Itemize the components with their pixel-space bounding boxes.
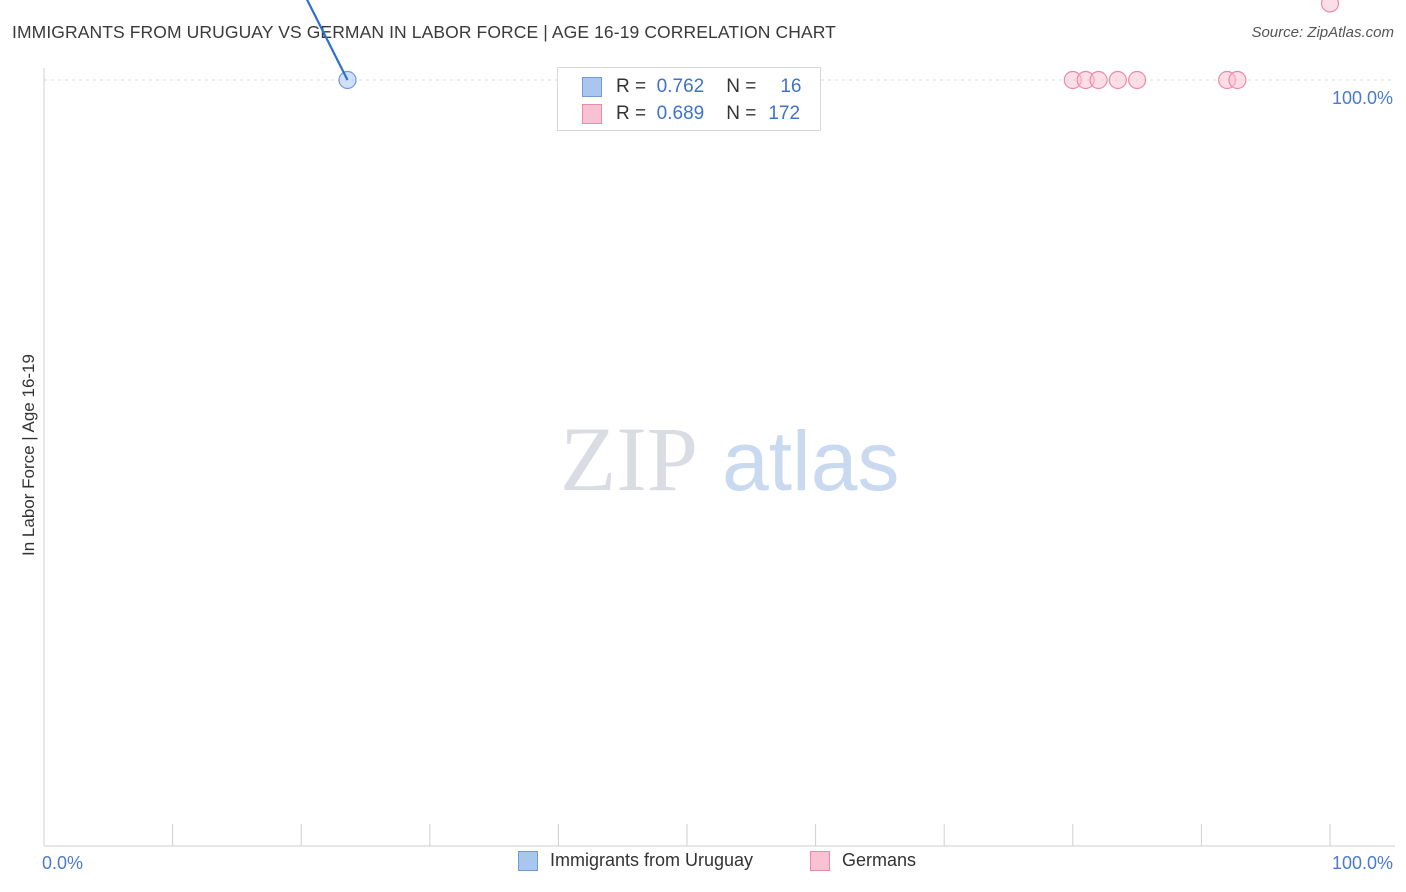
r-label: R =: [616, 103, 647, 124]
stats-legend: R = 0.762 N = 16 R = 0.689 N = 172: [557, 67, 821, 131]
germans-point: [1320, 0, 1340, 13]
chart-title: IMMIGRANTS FROM URUGUAY VS GERMAN IN LAB…: [12, 22, 836, 42]
watermark-zip: ZIP: [560, 408, 698, 510]
germans-point: [1228, 70, 1247, 90]
x-tick-labels: 0.0% 100.0%: [42, 853, 1393, 873]
r-label: R =: [616, 76, 647, 97]
n-value-uruguay: 16: [780, 76, 802, 97]
uruguay-points: [338, 70, 357, 90]
n-value-germans: 172: [768, 103, 801, 124]
y-tick-labels: 40.0%60.0%80.0%100.0%: [1332, 88, 1393, 108]
germans-points: [1063, 0, 1340, 90]
n-label: N =: [726, 76, 757, 97]
y-tick-label: 100.0%: [1332, 88, 1393, 108]
legend-item-germans[interactable]: Germans: [810, 850, 916, 871]
x-tick-label: 0.0%: [42, 853, 83, 873]
germans-point: [1089, 70, 1108, 90]
legend-label-uruguay: Immigrants from Uruguay: [550, 850, 754, 870]
grid-lines: [44, 79, 1395, 81]
source-label: Source: ZipAtlas.com: [1251, 24, 1394, 41]
n-label: N =: [726, 103, 757, 124]
axes: [43, 68, 1395, 847]
y-axis-label: In Labor Force | Age 16-19: [19, 354, 38, 556]
swatch-uruguay: [582, 77, 602, 97]
germans-point: [1127, 70, 1147, 90]
x-tick-label: 100.0%: [1332, 853, 1393, 873]
r-value-uruguay: 0.762: [656, 76, 705, 97]
legend-item-uruguay[interactable]: Immigrants from Uruguay: [518, 850, 753, 871]
swatch-germans: [582, 104, 602, 124]
series-legend: Immigrants from Uruguay Germans: [0, 850, 1406, 878]
legend-swatch-uruguay: [518, 850, 538, 871]
uruguay-trend-line: [305, 0, 349, 81]
watermark-atlas: atlas: [722, 414, 899, 508]
stats-row-uruguay: R = 0.762 N = 16: [558, 74, 801, 100]
germans-point: [1108, 70, 1127, 90]
legend-swatch-germans: [810, 850, 830, 871]
stats-row-germans: R = 0.689 N = 172: [558, 101, 800, 127]
r-value-germans: 0.689: [656, 103, 705, 124]
legend-label-germans: Germans: [842, 850, 917, 870]
